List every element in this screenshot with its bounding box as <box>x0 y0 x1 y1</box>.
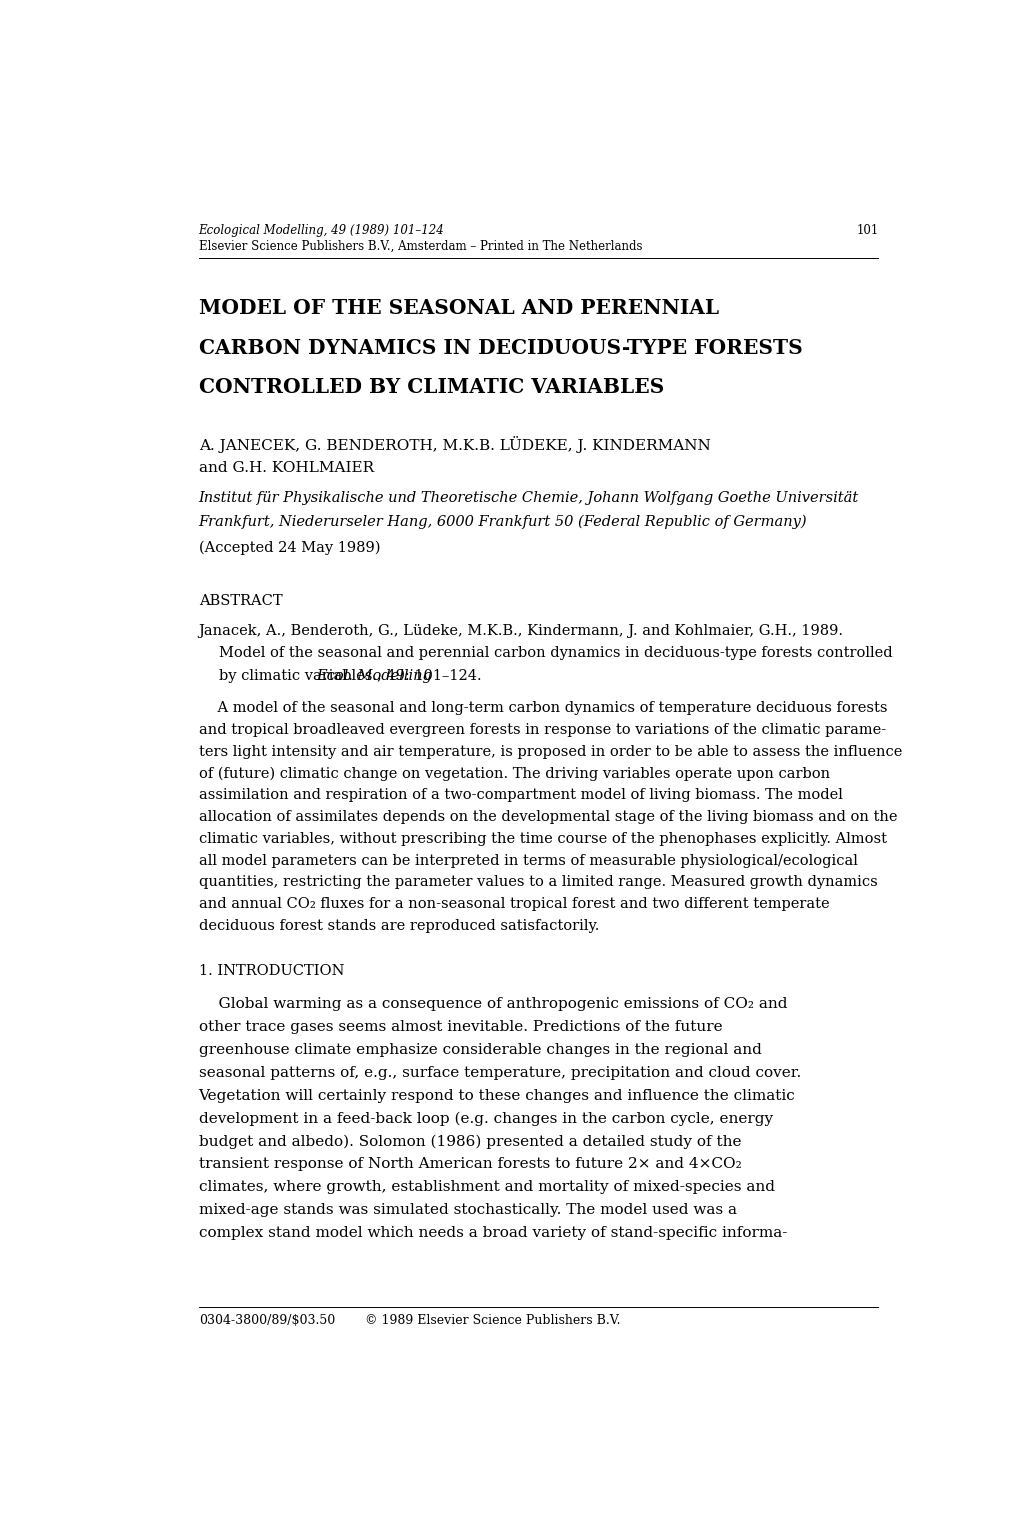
Text: greenhouse climate emphasize considerable changes in the regional and: greenhouse climate emphasize considerabl… <box>199 1042 761 1056</box>
Text: ABSTRACT: ABSTRACT <box>199 595 282 608</box>
Text: 101: 101 <box>855 224 877 236</box>
Text: CARBON DYNAMICS IN DECIDUOUS-TYPE FORESTS: CARBON DYNAMICS IN DECIDUOUS-TYPE FOREST… <box>199 337 802 357</box>
Text: climatic variables, without prescribing the time course of the phenophases expli: climatic variables, without prescribing … <box>199 832 886 846</box>
Text: Janacek, A., Benderoth, G., Lüdeke, M.K.B., Kindermann, J. and Kohlmaier, G.H., : Janacek, A., Benderoth, G., Lüdeke, M.K.… <box>199 625 843 638</box>
Text: seasonal patterns of, e.g., surface temperature, precipitation and cloud cover.: seasonal patterns of, e.g., surface temp… <box>199 1065 800 1080</box>
Text: © 1989 Elsevier Science Publishers B.V.: © 1989 Elsevier Science Publishers B.V. <box>365 1313 620 1327</box>
Text: all model parameters can be interpreted in terms of measurable physiological/eco: all model parameters can be interpreted … <box>199 853 857 867</box>
Text: CONTROLLED BY CLIMATIC VARIABLES: CONTROLLED BY CLIMATIC VARIABLES <box>199 377 663 398</box>
Text: and tropical broadleaved evergreen forests in response to variations of the clim: and tropical broadleaved evergreen fores… <box>199 723 884 737</box>
Text: and G.H. KOHLMAIER: and G.H. KOHLMAIER <box>199 461 373 475</box>
Text: and annual CO₂ fluxes for a non-seasonal tropical forest and two different tempe: and annual CO₂ fluxes for a non-seasonal… <box>199 897 828 911</box>
Text: of (future) climatic change on vegetation. The driving variables operate upon ca: of (future) climatic change on vegetatio… <box>199 767 829 781</box>
Text: Ecological Modelling, 49 (1989) 101–124: Ecological Modelling, 49 (1989) 101–124 <box>199 224 444 236</box>
Text: budget and albedo). Solomon (1986) presented a detailed study of the: budget and albedo). Solomon (1986) prese… <box>199 1135 741 1148</box>
Text: by climatic variables.: by climatic variables. <box>219 669 381 682</box>
Text: development in a feed-back loop (e.g. changes in the carbon cycle, energy: development in a feed-back loop (e.g. ch… <box>199 1112 772 1126</box>
Text: Frankfurt, Niederurseler Hang, 6000 Frankfurt 50 (Federal Republic of Germany): Frankfurt, Niederurseler Hang, 6000 Fran… <box>199 514 806 530</box>
Text: complex stand model which needs a broad variety of stand-specific informa-: complex stand model which needs a broad … <box>199 1226 787 1241</box>
Text: 0304-3800/89/$03.50: 0304-3800/89/$03.50 <box>199 1313 334 1327</box>
Text: transient response of North American forests to future 2× and 4×CO₂: transient response of North American for… <box>199 1157 741 1171</box>
Text: Vegetation will certainly respond to these changes and influence the climatic: Vegetation will certainly respond to the… <box>199 1088 795 1103</box>
Text: A. JANECEK, G. BENDEROTH, M.K.B. LÜDEKE, J. KINDERMANN: A. JANECEK, G. BENDEROTH, M.K.B. LÜDEKE,… <box>199 436 709 452</box>
Text: mixed-age stands was simulated stochastically. The model used was a: mixed-age stands was simulated stochasti… <box>199 1203 736 1218</box>
Text: other trace gases seems almost inevitable. Predictions of the future: other trace gases seems almost inevitabl… <box>199 1020 721 1033</box>
Text: A model of the seasonal and long-term carbon dynamics of temperature deciduous f: A model of the seasonal and long-term ca… <box>199 701 887 716</box>
Text: assimilation and respiration of a two-compartment model of living biomass. The m: assimilation and respiration of a two-co… <box>199 788 842 802</box>
Text: allocation of assimilates depends on the developmental stage of the living bioma: allocation of assimilates depends on the… <box>199 809 897 825</box>
Text: quantities, restricting the parameter values to a limited range. Measured growth: quantities, restricting the parameter va… <box>199 876 876 890</box>
Text: (Accepted 24 May 1989): (Accepted 24 May 1989) <box>199 540 380 555</box>
Text: Institut für Physikalische und Theoretische Chemie, Johann Wolfgang Goethe Unive: Institut für Physikalische und Theoretis… <box>199 492 858 505</box>
Text: deciduous forest stands are reproduced satisfactorily.: deciduous forest stands are reproduced s… <box>199 918 598 934</box>
Text: Elsevier Science Publishers B.V., Amsterdam – Printed in The Netherlands: Elsevier Science Publishers B.V., Amster… <box>199 241 642 253</box>
Text: Model of the seasonal and perennial carbon dynamics in deciduous-type forests co: Model of the seasonal and perennial carb… <box>219 646 892 660</box>
Text: Ecol. Modelling: Ecol. Modelling <box>316 669 432 682</box>
Text: 1. INTRODUCTION: 1. INTRODUCTION <box>199 964 343 977</box>
Text: climates, where growth, establishment and mortality of mixed-species and: climates, where growth, establishment an… <box>199 1180 773 1194</box>
Text: MODEL OF THE SEASONAL AND PERENNIAL: MODEL OF THE SEASONAL AND PERENNIAL <box>199 298 718 318</box>
Text: Global warming as a consequence of anthropogenic emissions of CO₂ and: Global warming as a consequence of anthr… <box>199 997 787 1011</box>
Text: , 49: 101–124.: , 49: 101–124. <box>376 669 481 682</box>
Text: ters light intensity and air temperature, is proposed in order to be able to ass: ters light intensity and air temperature… <box>199 744 901 758</box>
